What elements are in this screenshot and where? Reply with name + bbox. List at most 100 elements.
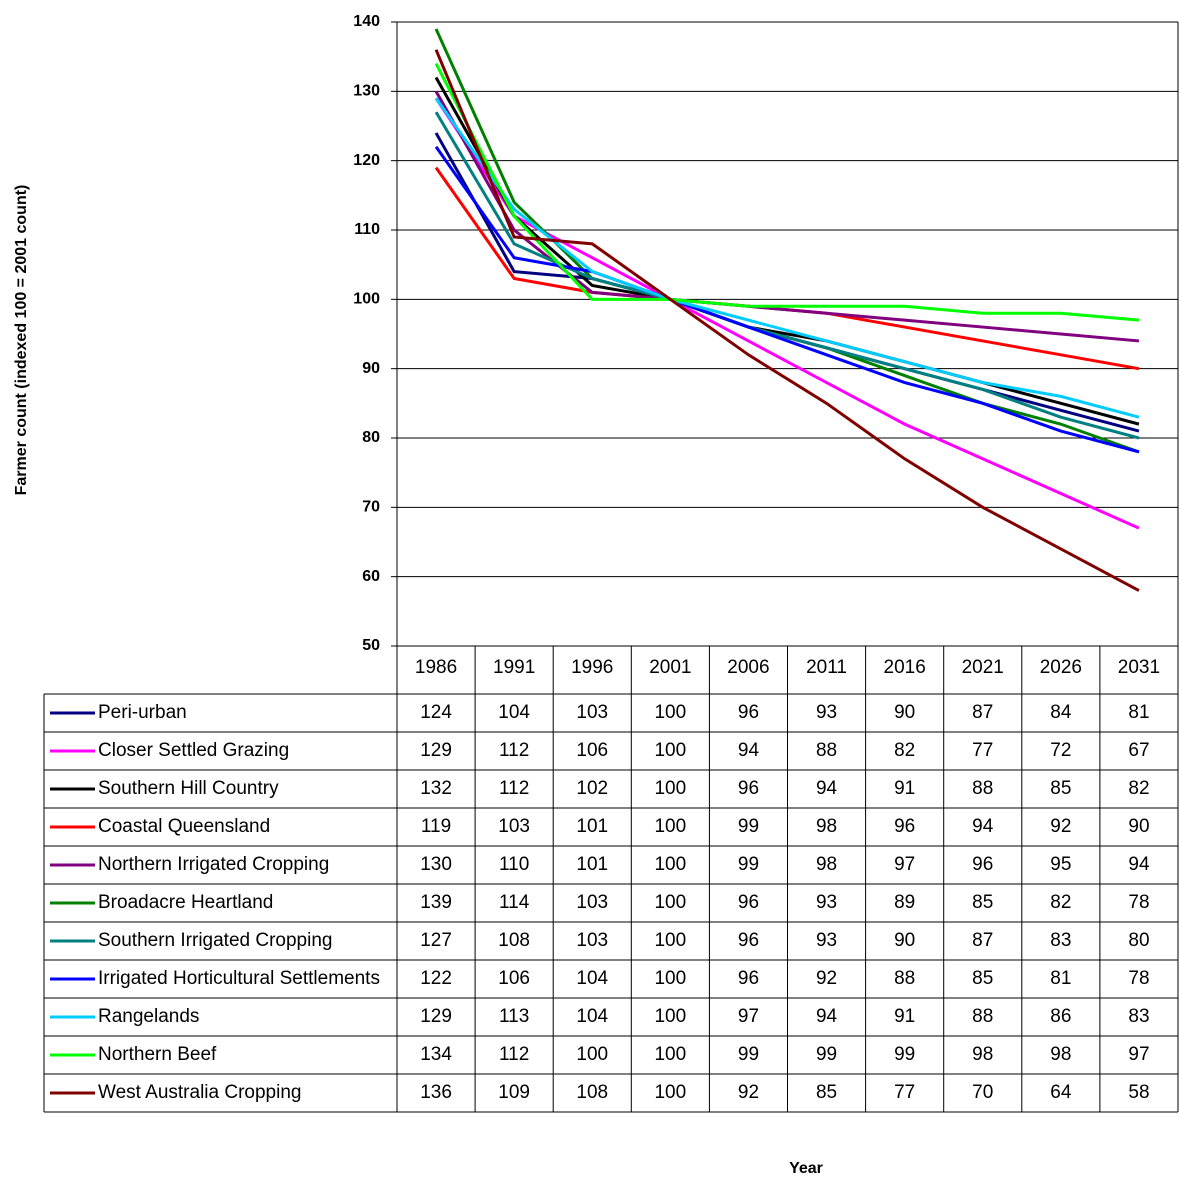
y-tick-label: 90 <box>362 360 380 377</box>
table-cell: 98 <box>972 1044 993 1065</box>
table-cell: 92 <box>816 968 837 989</box>
table-cell: 64 <box>1050 1082 1072 1103</box>
legend-label: Closer Settled Grazing <box>98 740 290 761</box>
table-cell: 96 <box>894 816 915 837</box>
x-tick-label: 1986 <box>415 657 457 678</box>
table-cell: 103 <box>576 702 608 723</box>
x-axis-label: Year <box>789 1160 823 1177</box>
table-cell: 100 <box>576 1044 608 1065</box>
table-cell: 67 <box>1128 740 1149 761</box>
table-cell: 112 <box>499 778 529 799</box>
y-tick-label: 130 <box>353 83 380 100</box>
table-cell: 101 <box>576 816 608 837</box>
table-cell: 83 <box>1128 1006 1149 1027</box>
table-cell: 84 <box>1050 702 1072 723</box>
table-cell: 92 <box>1050 816 1071 837</box>
table-cell: 119 <box>421 816 451 837</box>
legend-label: Northern Beef <box>98 1044 217 1065</box>
table-cell: 94 <box>816 778 838 799</box>
table-cell: 100 <box>654 1044 686 1065</box>
y-tick-label: 60 <box>362 568 380 585</box>
x-tick-label: 1996 <box>571 657 613 678</box>
x-tick-label: 2006 <box>727 657 769 678</box>
table-cell: 78 <box>1128 892 1149 913</box>
table-cell: 113 <box>499 1006 529 1027</box>
table-cell: 88 <box>894 968 915 989</box>
table-cell: 104 <box>576 1006 608 1027</box>
table-cell: 139 <box>420 892 452 913</box>
table-cell: 100 <box>654 778 686 799</box>
table-cell: 100 <box>654 1082 686 1103</box>
table-cell: 100 <box>654 1006 686 1027</box>
table-cell: 77 <box>894 1082 915 1103</box>
table-cell: 96 <box>738 930 759 951</box>
x-tick-label: 1991 <box>493 657 535 678</box>
table-cell: 112 <box>499 740 529 761</box>
legend-label: Peri-urban <box>98 702 187 723</box>
table-cell: 100 <box>654 892 686 913</box>
table-cell: 89 <box>894 892 915 913</box>
table-cell: 100 <box>654 816 686 837</box>
y-tick-label: 140 <box>353 13 380 30</box>
legend-label: Coastal Queensland <box>98 816 271 837</box>
table-cell: 110 <box>499 854 529 875</box>
series-line <box>434 97 1140 530</box>
legend-label: Irrigated Horticultural Settlements <box>98 968 380 989</box>
table-cell: 85 <box>1050 778 1071 799</box>
table-cell: 91 <box>894 1006 915 1027</box>
table-cell: 97 <box>738 1006 759 1027</box>
table-cell: 96 <box>738 892 759 913</box>
legend-label: Northern Irrigated Cropping <box>98 854 330 875</box>
table-cell: 94 <box>972 816 994 837</box>
table-cell: 99 <box>738 816 759 837</box>
table-cell: 93 <box>816 892 837 913</box>
x-tick-label: 2026 <box>1040 657 1082 678</box>
table-cell: 97 <box>1128 1044 1149 1065</box>
table-cell: 99 <box>816 1044 837 1065</box>
table-cell: 82 <box>894 740 915 761</box>
table-cell: 91 <box>894 778 915 799</box>
table-cell: 101 <box>576 854 608 875</box>
table-cell: 96 <box>738 968 759 989</box>
y-tick-label: 50 <box>362 637 380 654</box>
table-cell: 104 <box>576 968 608 989</box>
legend-label: Broadacre Heartland <box>98 892 274 913</box>
table-cell: 122 <box>420 968 452 989</box>
table-cell: 72 <box>1050 740 1071 761</box>
table-cell: 99 <box>738 854 759 875</box>
table-cell: 83 <box>1050 930 1071 951</box>
series-line <box>434 111 1140 440</box>
table-cell: 100 <box>654 968 686 989</box>
table-cell: 98 <box>816 816 837 837</box>
table-cell: 100 <box>654 854 686 875</box>
table-cell: 86 <box>1050 1006 1071 1027</box>
table-cell: 97 <box>894 854 915 875</box>
table-cell: 104 <box>498 702 530 723</box>
legend-label: Rangelands <box>98 1006 200 1027</box>
table-cell: 82 <box>1050 892 1071 913</box>
table-cell: 87 <box>972 702 993 723</box>
table-cell: 81 <box>1128 702 1149 723</box>
table-cell: 80 <box>1128 930 1149 951</box>
series-line <box>434 49 1140 592</box>
table-cell: 78 <box>1128 968 1149 989</box>
x-tick-label: 2001 <box>649 657 691 678</box>
table-cell: 103 <box>498 816 530 837</box>
table-cell: 130 <box>420 854 452 875</box>
x-tick-label: 2031 <box>1118 657 1160 678</box>
table-cell: 99 <box>894 1044 915 1065</box>
table-cell: 94 <box>738 740 760 761</box>
legend-label: West Australia Cropping <box>98 1082 302 1103</box>
x-tick-label: 2021 <box>962 657 1004 678</box>
table-cell: 87 <box>972 930 993 951</box>
table-cell: 77 <box>972 740 993 761</box>
table-cell: 93 <box>816 702 837 723</box>
table-cell: 98 <box>816 854 837 875</box>
table-cell: 90 <box>894 930 915 951</box>
table-cell: 129 <box>420 1006 452 1027</box>
table-cell: 92 <box>738 1082 759 1103</box>
table-cell: 85 <box>972 968 993 989</box>
table-cell: 90 <box>894 702 915 723</box>
table-cell: 82 <box>1128 778 1149 799</box>
table-cell: 102 <box>576 778 608 799</box>
